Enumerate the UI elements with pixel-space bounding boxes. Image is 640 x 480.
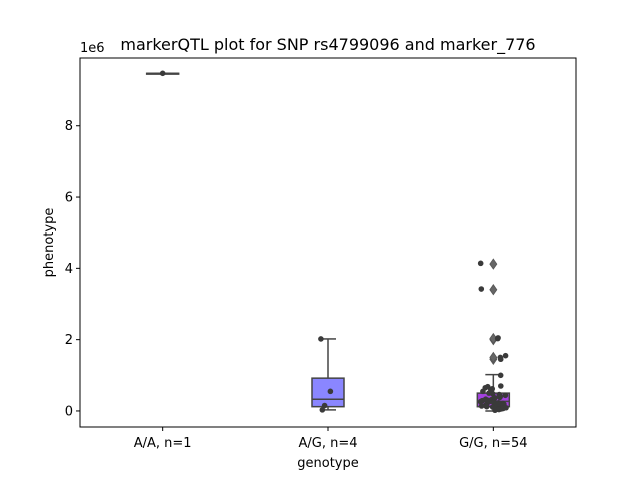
data-point — [327, 388, 334, 395]
y-tick-label: 4 — [65, 262, 73, 277]
data-point — [477, 398, 484, 405]
data-point — [319, 407, 326, 413]
data-point — [502, 352, 509, 359]
x-tick-label: A/G, n=4 — [298, 436, 357, 451]
y-tick-label: 6 — [65, 191, 73, 206]
data-point — [497, 372, 504, 379]
data-point — [483, 403, 490, 410]
data-point — [321, 402, 328, 409]
chart-title: markerQTL plot for SNP rs4799096 and mar… — [120, 35, 535, 55]
x-axis: A/A, n=1 A/G, n=4 G/G, n=54 — [134, 427, 528, 451]
plot-marks — [145, 70, 511, 414]
data-point — [498, 383, 504, 389]
y-axis-offset-label: 1e6 — [80, 41, 105, 56]
x-tick-label: G/G, n=54 — [459, 436, 527, 451]
data-point — [497, 394, 503, 401]
data-point — [494, 335, 501, 342]
y-tick-label: 2 — [65, 333, 73, 348]
data-point — [480, 388, 486, 395]
y-axis: 0 2 4 6 8 — [65, 119, 80, 419]
plot-frame — [79, 57, 577, 428]
data-point — [478, 286, 485, 292]
data-point — [478, 403, 485, 409]
data-point — [497, 356, 504, 363]
data-point — [492, 407, 498, 414]
y-axis-label: phenotype — [42, 208, 57, 278]
x-tick-label: A/A, n=1 — [134, 436, 192, 451]
data-point — [502, 392, 509, 399]
y-tick-label: 0 — [65, 404, 73, 419]
outlier-marker — [489, 284, 498, 296]
data-point — [159, 70, 166, 77]
outlier-marker — [489, 258, 498, 270]
y-tick-label: 8 — [65, 119, 73, 134]
data-point — [318, 336, 324, 342]
x-axis-label: genotype — [297, 456, 358, 471]
outlier-marker — [489, 351, 498, 364]
data-point — [477, 260, 484, 267]
